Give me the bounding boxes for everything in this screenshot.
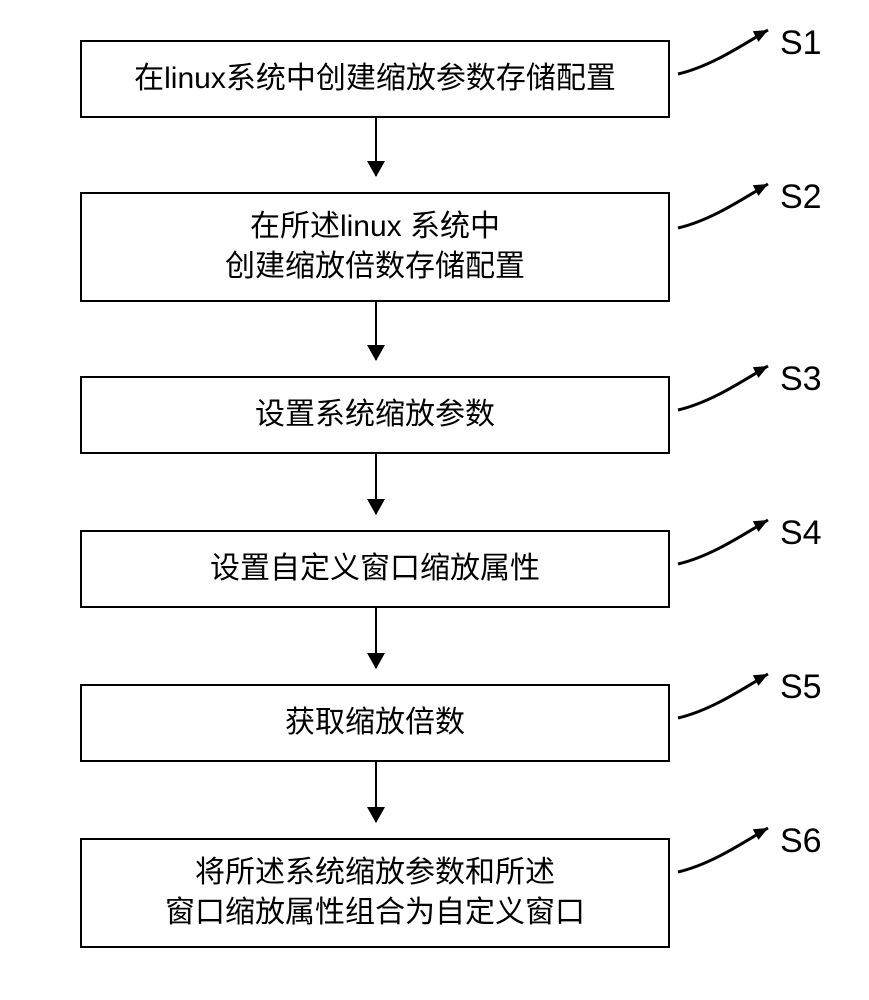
- step-text: 在linux系统中创建缩放参数存储配置: [134, 59, 616, 100]
- connector-s1-s2: [375, 118, 377, 176]
- pointer-arrow-s4: [672, 512, 782, 570]
- step-text: 设置自定义窗口缩放属性: [210, 549, 540, 590]
- step-text: 在所述linux 系统中创建缩放倍数存储配置: [225, 207, 525, 288]
- step-box-s3: 设置系统缩放参数: [80, 376, 670, 454]
- step-box-s1: 在linux系统中创建缩放参数存储配置: [80, 40, 670, 118]
- step-label-s6: S6: [780, 822, 822, 861]
- step-text: 设置系统缩放参数: [255, 395, 495, 436]
- pointer-arrow-s3: [672, 358, 782, 416]
- connector-s5-s6: [375, 762, 377, 822]
- pointer-arrow-s1: [672, 22, 782, 80]
- step-label-s3: S3: [780, 360, 822, 399]
- step-box-s2: 在所述linux 系统中创建缩放倍数存储配置: [80, 192, 670, 302]
- step-box-s4: 设置自定义窗口缩放属性: [80, 530, 670, 608]
- pointer-arrow-s5: [672, 666, 782, 724]
- pointer-arrow-s2: [672, 176, 782, 234]
- pointer-arrow-s6: [672, 820, 782, 878]
- connector-s4-s5: [375, 608, 377, 668]
- step-label-s4: S4: [780, 514, 822, 553]
- connector-s3-s4: [375, 454, 377, 514]
- step-label-s5: S5: [780, 668, 822, 707]
- step-text: 获取缩放倍数: [285, 703, 465, 744]
- step-box-s6: 将所述系统缩放参数和所述窗口缩放属性组合为自定义窗口: [80, 838, 670, 948]
- step-text: 将所述系统缩放参数和所述窗口缩放属性组合为自定义窗口: [165, 853, 585, 934]
- connector-s2-s3: [375, 302, 377, 360]
- step-box-s5: 获取缩放倍数: [80, 684, 670, 762]
- step-label-s1: S1: [780, 24, 822, 63]
- flowchart-canvas: 在linux系统中创建缩放参数存储配置 S1 在所述linux 系统中创建缩放倍数存…: [0, 0, 869, 1000]
- step-label-s2: S2: [780, 178, 822, 217]
